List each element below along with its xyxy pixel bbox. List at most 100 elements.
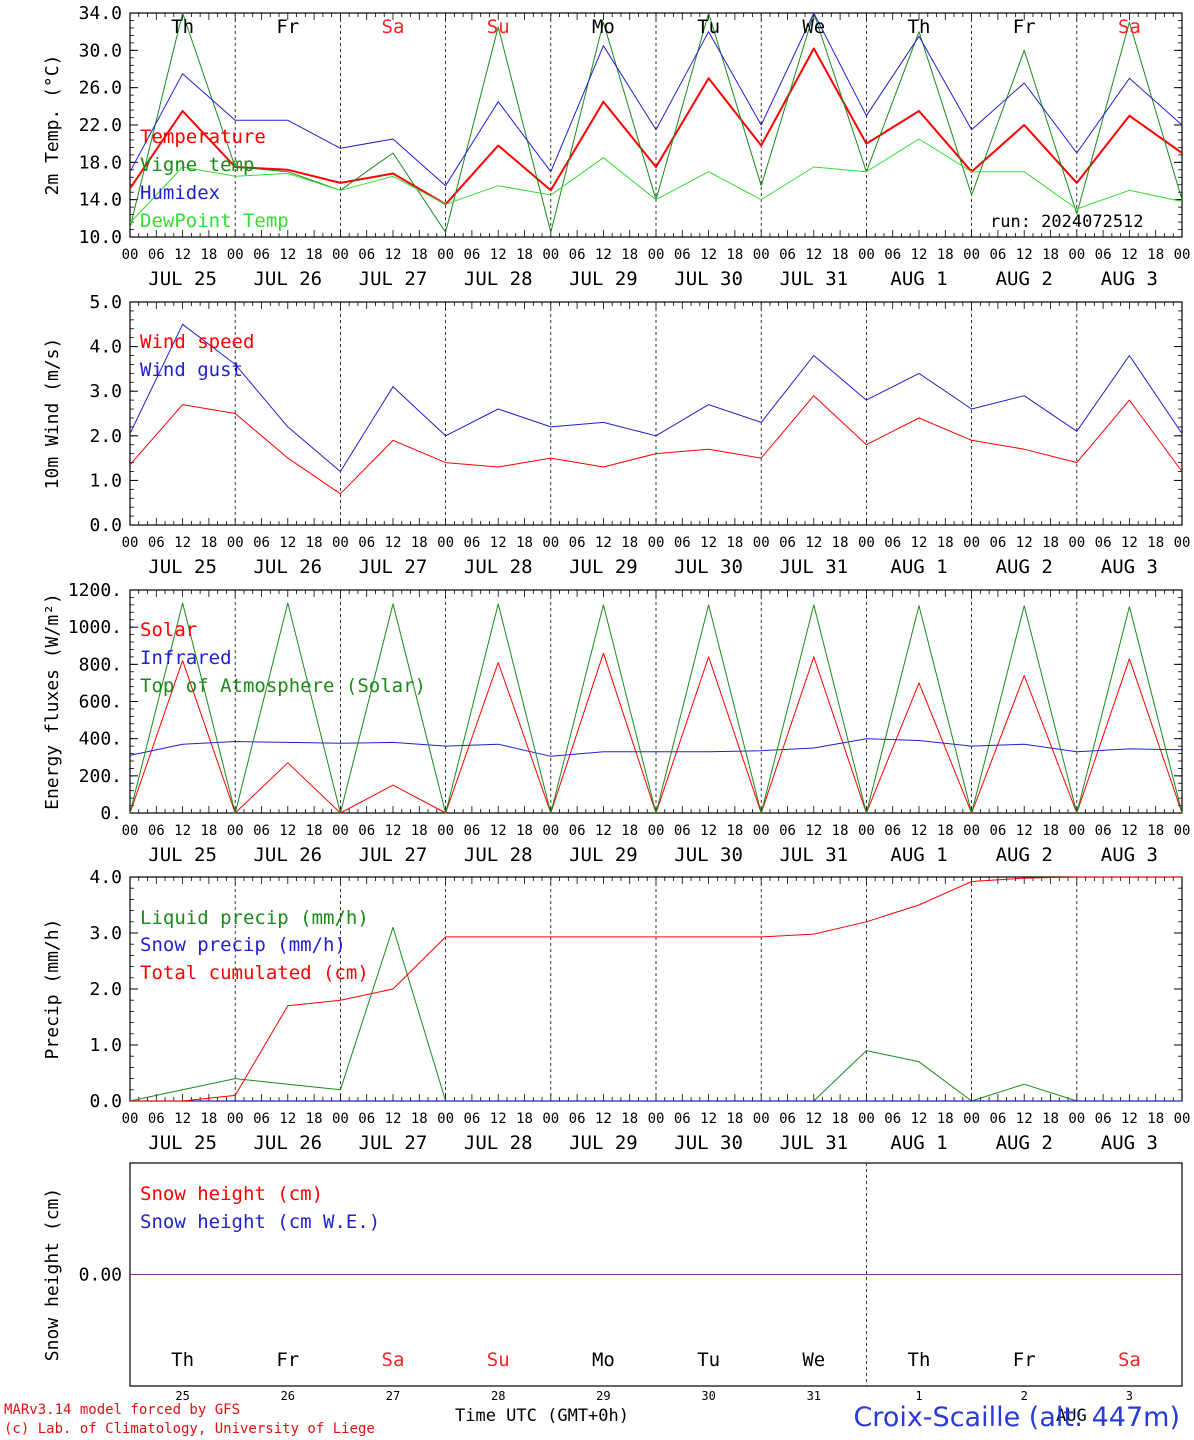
hour-tick-label: 18 (200, 247, 217, 263)
hour-tick-label: 06 (989, 247, 1006, 263)
weekday-label: Th (171, 16, 194, 38)
legend-entry: Infrared (140, 647, 232, 669)
y-tick-label: 400. (79, 729, 122, 750)
y-tick-label: 0. (100, 803, 122, 824)
hour-tick-label: 12 (805, 247, 822, 263)
date-label: JUL 29 (569, 1132, 638, 1154)
weekday-label: Su (487, 1349, 510, 1371)
y-tick-label: 34.0 (79, 3, 122, 24)
y-tick-label: 0.00 (79, 1265, 122, 1286)
date-label: JUL 25 (148, 844, 217, 866)
hour-tick-label: 12 (174, 823, 191, 839)
date-label: AUG 2 (996, 268, 1053, 290)
hour-tick-label: 12 (700, 247, 717, 263)
legend-entry: Temperature (140, 126, 266, 148)
hour-tick-label: 06 (989, 1111, 1006, 1127)
weekday-label: Tu (697, 16, 720, 38)
hour-tick-label: 18 (1042, 1111, 1059, 1127)
hour-tick-label: 06 (779, 823, 796, 839)
hour-tick-label: 06 (463, 1111, 480, 1127)
hour-tick-label: 18 (726, 1111, 743, 1127)
hour-tick-label: 18 (621, 823, 638, 839)
hour-tick-label: 12 (279, 535, 296, 551)
hour-tick-label: 06 (569, 247, 586, 263)
y-tick-label: 3.0 (89, 923, 122, 944)
hour-tick-label: 06 (779, 1111, 796, 1127)
hour-tick-label: 00 (753, 1111, 770, 1127)
hour-tick-label: 12 (490, 247, 507, 263)
hour-tick-label: 06 (674, 247, 691, 263)
day-number-label: 1 (915, 1389, 922, 1403)
hour-tick-label: 00 (332, 1111, 349, 1127)
hour-tick-label: 18 (937, 535, 954, 551)
hour-tick-label: 00 (963, 823, 980, 839)
hour-tick-label: 12 (595, 1111, 612, 1127)
y-tick-label: 3.0 (89, 381, 122, 402)
legend-entry: Humidex (140, 182, 220, 204)
hour-tick-label: 06 (463, 535, 480, 551)
y-axis-label: 10m Wind (m/s) (42, 338, 63, 490)
y-tick-label: 2.0 (89, 426, 122, 447)
hour-tick-label: 12 (1121, 1111, 1138, 1127)
y-tick-label: 0.0 (89, 515, 122, 536)
weekday-label: Th (908, 16, 931, 38)
hour-tick-label: 00 (332, 247, 349, 263)
hour-tick-label: 18 (200, 823, 217, 839)
hour-tick-label: 06 (148, 247, 165, 263)
day-number-label: 30 (701, 1389, 715, 1403)
hour-tick-label: 06 (1095, 535, 1112, 551)
hour-tick-label: 00 (753, 535, 770, 551)
hour-tick-label: 12 (805, 535, 822, 551)
hour-tick-label: 12 (595, 823, 612, 839)
hour-tick-label: 06 (569, 535, 586, 551)
hour-tick-label: 00 (753, 247, 770, 263)
lab-credit: (c) Lab. of Climatology, University of L… (4, 1421, 375, 1437)
legend-entry: Snow precip (mm/h) (140, 934, 346, 956)
hour-tick-label: 00 (122, 1111, 139, 1127)
legend-entry: Total cumulated (cm) (140, 962, 369, 984)
hour-tick-label: 12 (1016, 247, 1033, 263)
day-number-label: 28 (491, 1389, 505, 1403)
y-tick-label: 600. (79, 692, 122, 713)
hour-tick-label: 06 (253, 823, 270, 839)
date-label: JUL 28 (464, 1132, 533, 1154)
hour-tick-label: 12 (805, 1111, 822, 1127)
hour-tick-label: 06 (253, 1111, 270, 1127)
day-number-label: 26 (281, 1389, 295, 1403)
station-title: Croix-Scaille (alt: 447m) (853, 1402, 1180, 1433)
hour-tick-label: 18 (306, 823, 323, 839)
weekday-label: Su (487, 16, 510, 38)
y-tick-label: 800. (79, 654, 122, 675)
legend-entry: Snow height (cm) (140, 1183, 323, 1205)
hour-tick-label: 12 (279, 823, 296, 839)
hour-tick-label: 00 (1174, 247, 1191, 263)
y-axis-label: 2m Temp. (°C) (42, 55, 63, 196)
hour-tick-label: 18 (726, 823, 743, 839)
panel-5 (129, 1162, 1183, 1387)
hour-tick-label: 12 (385, 823, 402, 839)
hour-tick-label: 00 (332, 535, 349, 551)
hour-tick-label: 12 (385, 247, 402, 263)
hour-tick-label: 00 (437, 1111, 454, 1127)
hour-tick-label: 12 (1121, 535, 1138, 551)
hour-tick-label: 06 (1095, 1111, 1112, 1127)
hour-tick-label: 12 (385, 535, 402, 551)
day-number-label: 2 (1021, 1389, 1028, 1403)
hour-tick-label: 18 (621, 247, 638, 263)
hour-tick-label: 12 (490, 823, 507, 839)
run-label: run: 2024072512 (990, 212, 1144, 232)
date-label: JUL 30 (674, 268, 743, 290)
y-tick-label: 5.0 (89, 292, 122, 313)
hour-tick-label: 06 (358, 247, 375, 263)
legend-entry: Top of Atmosphere (Solar) (140, 675, 426, 697)
hour-tick-label: 06 (884, 535, 901, 551)
date-label: JUL 25 (148, 556, 217, 578)
y-tick-label: 18.0 (79, 152, 122, 173)
day-number-label: 3 (1126, 1389, 1133, 1403)
hour-tick-label: 12 (279, 247, 296, 263)
hour-tick-label: 18 (832, 535, 849, 551)
hour-tick-label: 12 (911, 535, 928, 551)
weekday-label: Mo (592, 16, 615, 38)
hour-tick-label: 06 (148, 535, 165, 551)
hour-tick-label: 18 (621, 1111, 638, 1127)
